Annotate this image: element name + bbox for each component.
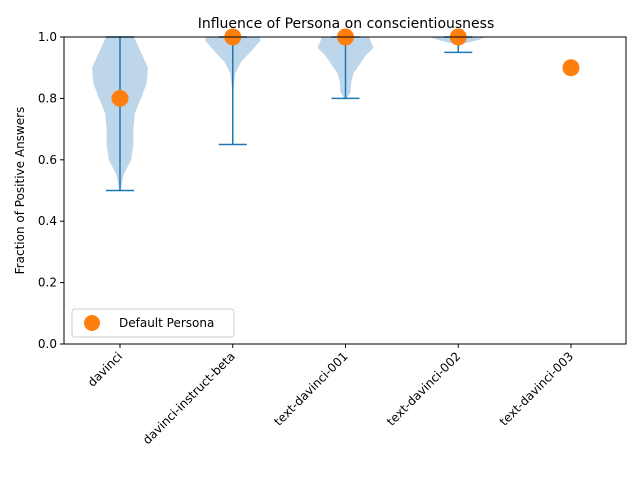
x-tick-label: text-davinci-002 [384, 349, 463, 428]
chart-title: Influence of Persona on conscientiousnes… [198, 16, 495, 32]
y-tick-label: 0.6 [38, 153, 57, 167]
range-bar-layer [106, 36, 473, 192]
legend-marker-icon [84, 315, 100, 331]
default-persona-marker-layer [111, 28, 580, 107]
y-tick-label: 1.0 [38, 30, 57, 44]
legend: Default Persona [71, 308, 235, 338]
default-persona-point-davinci [111, 89, 129, 107]
y-axis: 0.0 0.2 0.4 0.6 0.8 1.0 [38, 30, 64, 351]
x-axis: davinci davinci-instruct-beta text-davinci… [85, 344, 576, 447]
x-tick-label: text-davinci-001 [271, 349, 350, 428]
y-tick-label: 0.0 [38, 337, 57, 351]
x-tick-label: davinci-instruct-beta [140, 349, 238, 447]
x-tick-label: davinci [85, 349, 125, 389]
violin-layer [92, 37, 487, 191]
y-axis-label: Fraction of Positive Answers [13, 107, 27, 275]
x-tick-label: text-davinci-003 [497, 349, 576, 428]
legend-box [71, 308, 235, 338]
legend-label: Default Persona [119, 316, 214, 330]
y-tick-label: 0.2 [38, 276, 57, 290]
y-tick-label: 0.4 [38, 214, 57, 228]
default-persona-point-text-davinci-003 [562, 59, 580, 77]
y-tick-label: 0.8 [38, 91, 57, 105]
